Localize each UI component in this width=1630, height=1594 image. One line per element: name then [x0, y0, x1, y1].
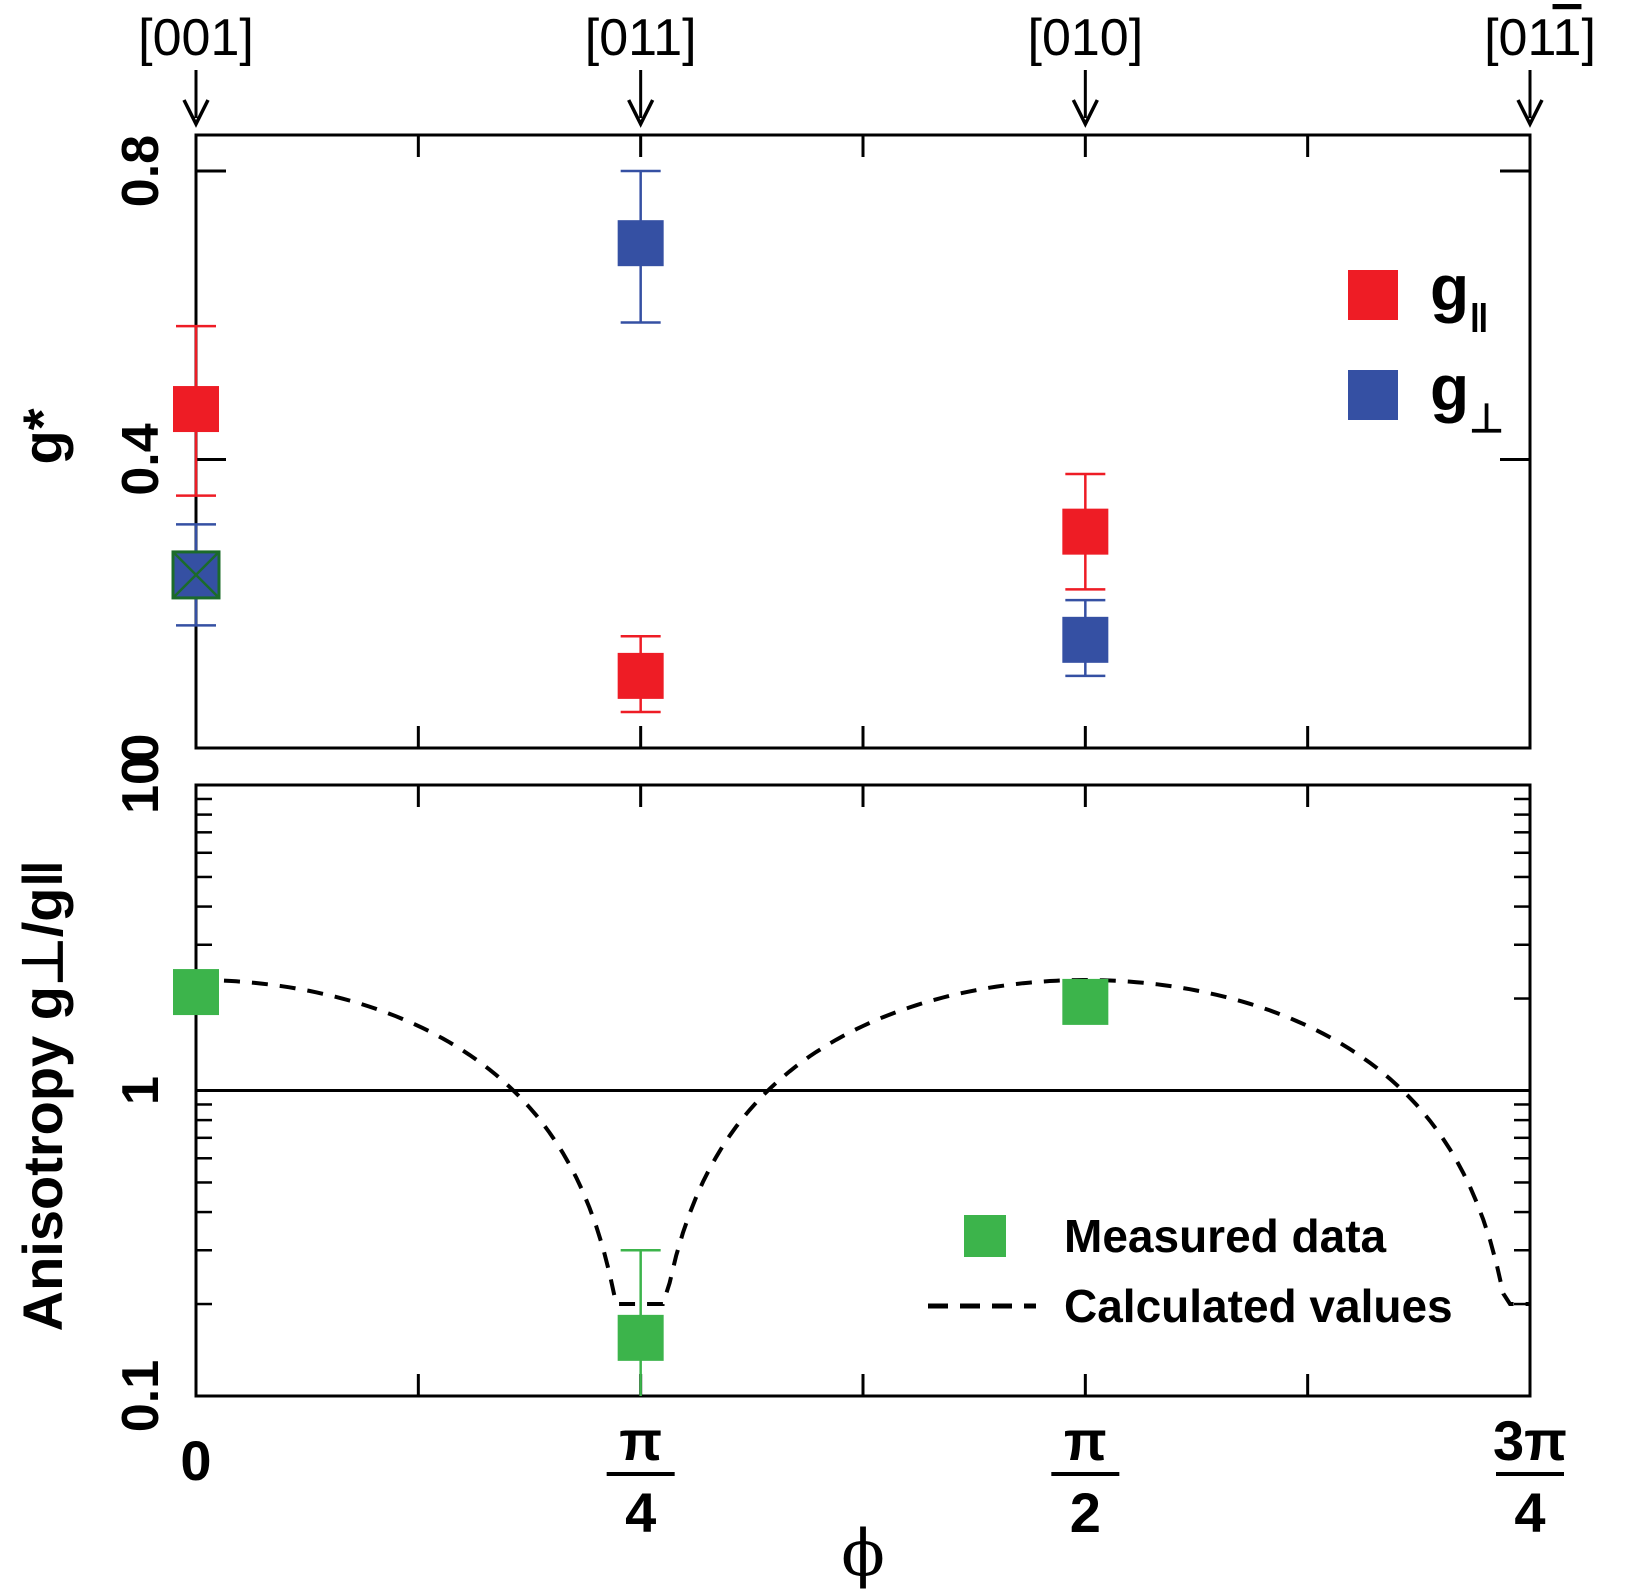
legend-label: Measured data	[1064, 1210, 1387, 1262]
bottom-panel: 0.1 1 10 Anisotropy g⊥/g‖ Measured data Calcu…	[11, 756, 1567, 1591]
bottom-ytick-label: 1	[112, 1076, 170, 1105]
xtick-numerator: 3π	[1493, 1409, 1567, 1472]
data-point	[1062, 616, 1109, 663]
top-plot-frame	[194, 133, 1532, 750]
top-ylabel: g*	[11, 408, 74, 464]
direction-arrow-head	[1516, 99, 1544, 128]
data-point	[1062, 508, 1109, 555]
direction-label-tail: ]	[1581, 9, 1595, 67]
data-point	[617, 220, 664, 267]
direction-label-base: [01	[1484, 9, 1554, 67]
overlap-cross	[172, 551, 220, 599]
bottom-ytick-label: 0.1	[112, 1360, 170, 1432]
top-ytick-label: 0	[112, 734, 170, 763]
legend-label-base: g	[1430, 252, 1469, 324]
legend-swatch	[1348, 370, 1398, 420]
direction-arrow-head	[1071, 99, 1099, 128]
top-ytick-label: 0.4	[112, 423, 170, 495]
calculated-curve	[196, 978, 1530, 1306]
legend-swatch	[1348, 270, 1398, 320]
legend-label-sub: ⊥	[1469, 397, 1504, 441]
direction-arrow-head	[627, 99, 655, 128]
legend-label: g⊥	[1430, 352, 1504, 441]
legend-label-base: g	[1430, 352, 1469, 424]
data-point	[617, 652, 664, 699]
xtick-denominator: 2	[1070, 1481, 1101, 1544]
x-axis-label: ϕ	[841, 1517, 885, 1591]
legend-swatch	[964, 1215, 1006, 1257]
xtick-numerator: π	[1064, 1409, 1107, 1472]
xtick-denominator: 4	[625, 1481, 656, 1544]
data-point	[173, 386, 219, 433]
data-point	[1062, 978, 1109, 1025]
direction-label: [011]	[1484, 9, 1596, 67]
bottom-ytick-label: 10	[112, 756, 170, 814]
data-point	[173, 969, 219, 1016]
legend-label: Calculated values	[1064, 1280, 1453, 1332]
direction-label-bar-digit: 1	[1553, 9, 1582, 67]
top-ytick-label: 0.8	[112, 135, 170, 207]
direction-label: [011]	[585, 9, 697, 67]
bottom-ylabel: Anisotropy g⊥/g‖	[11, 860, 74, 1332]
direction-label: [010]	[1028, 9, 1144, 67]
data-point	[617, 1314, 664, 1361]
xtick-denominator: 4	[1514, 1481, 1545, 1544]
direction-arrow-head	[182, 99, 210, 128]
xtick-numerator: π	[619, 1409, 662, 1472]
legend-label: g‖	[1430, 252, 1489, 341]
top-panel: 00.40.8g*[001] [011] [010] [011]g‖g⊥	[11, 9, 1596, 762]
xtick-label: 0	[180, 1429, 211, 1492]
legend-label-sub: ‖	[1469, 297, 1489, 341]
direction-label: [001]	[138, 9, 254, 67]
